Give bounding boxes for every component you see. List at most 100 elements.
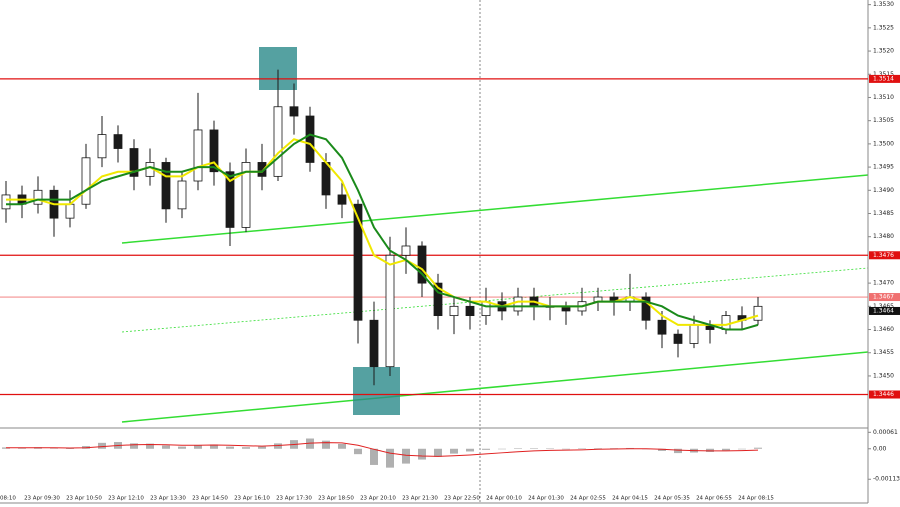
x-tick-label: 23 Apr 16:10: [234, 496, 270, 502]
moving-average: [6, 133, 759, 331]
macd-bar: [674, 448, 682, 454]
y-tick-label: 0.00: [873, 445, 887, 452]
macd-bar: [706, 448, 714, 453]
level-label-box: [869, 251, 900, 260]
macd-bar: [194, 444, 202, 449]
x-tick-label: 24 Apr 02:55: [570, 496, 606, 502]
candle-body: [753, 305, 763, 321]
macd-bar: [450, 448, 458, 454]
x-tick-label: 24 Apr 04:15: [612, 496, 648, 502]
macd-bar: [210, 444, 218, 449]
candle-body: [449, 305, 459, 317]
x-tick-label: 23 Apr 20:10: [360, 496, 396, 502]
macd-bar: [130, 443, 138, 449]
x-tick-label: 24 Apr 05:35: [654, 496, 690, 502]
y-tick-label: 1.3495: [873, 164, 894, 171]
signal-line: [6, 442, 759, 457]
level-label: 1.3446: [873, 391, 894, 398]
candle-body: [177, 180, 187, 210]
macd-bar: [546, 448, 554, 449]
macd-bar: [306, 438, 314, 449]
macd-bar: [226, 446, 234, 449]
x-tick-label: 23 Apr 13:30: [150, 496, 186, 502]
macd-bar: [498, 448, 506, 450]
y-tick-label: -0.00113: [873, 476, 900, 483]
level-label-box: [869, 390, 900, 399]
macd-bar: [418, 448, 426, 460]
x-tick-label: 23 Apr 21:30: [402, 496, 438, 502]
x-tick-label: 23 Apr 09:30: [24, 496, 60, 502]
y-tick-label: 1.3505: [873, 117, 894, 124]
macd-bar: [162, 445, 170, 449]
candle-body: [689, 324, 699, 344]
candle-body: [81, 157, 91, 205]
level-label-box: [869, 74, 900, 83]
macd-bar: [242, 447, 250, 449]
y-tick-label: 1.3515: [873, 71, 894, 78]
candle-body: [417, 245, 427, 284]
candle-body: [113, 134, 123, 149]
level-label: 1.3514: [873, 75, 894, 82]
price-line-box: [869, 293, 900, 302]
candle-body: [433, 282, 443, 317]
candle-body: [657, 319, 667, 335]
macd-bar: [610, 448, 618, 449]
x-tick-label: 08:10: [0, 496, 16, 502]
macd-bar: [338, 443, 346, 449]
x-tick-label: 23 Apr 17:30: [276, 496, 312, 502]
macd-bar: [738, 448, 746, 450]
y-tick-label: 1.3485: [873, 210, 894, 217]
y-tick-label: 1.3460: [873, 326, 894, 333]
macd-bar: [146, 443, 154, 449]
macd-bar: [50, 448, 58, 449]
macd-bar: [530, 448, 538, 449]
macd-bar: [354, 448, 362, 455]
macd-bar: [402, 448, 410, 464]
y-tick-label: 1.3455: [873, 349, 894, 356]
candle-body: [225, 171, 235, 228]
candle-body: [513, 296, 523, 312]
candle-body: [321, 162, 331, 196]
candle-body: [401, 245, 411, 256]
macd-bar: [98, 442, 106, 449]
highlight-box: [353, 367, 400, 415]
candle-body: [1, 194, 11, 210]
macd-bar: [658, 448, 666, 451]
candle-body: [273, 106, 283, 177]
y-tick-label: 1.3530: [873, 1, 894, 8]
candle-body: [641, 296, 651, 321]
macd-bar: [66, 448, 74, 449]
candle-body: [129, 148, 139, 177]
macd-bar: [578, 448, 586, 449]
current-price-label: 1.3464: [873, 307, 894, 314]
macd-bar: [722, 448, 730, 451]
macd-bar: [482, 448, 490, 450]
candle-body: [33, 189, 43, 205]
candle-body: [369, 319, 379, 368]
y-tick-label: 1.3510: [873, 94, 894, 101]
y-tick-label: 1.3480: [873, 233, 894, 240]
y-tick-label: 1.3470: [873, 280, 894, 287]
y-tick-label: 1.3500: [873, 140, 894, 147]
candle-body: [289, 106, 299, 117]
candle-body: [305, 115, 315, 163]
candle-body: [193, 129, 203, 182]
macd-bar: [178, 446, 186, 449]
candle-body: [241, 162, 251, 228]
macd-bar: [370, 448, 378, 465]
candle-body: [673, 333, 683, 344]
level-label: 1.3476: [873, 252, 894, 259]
macd-bar: [322, 440, 330, 449]
x-tick-label: 23 Apr 10:50: [66, 496, 102, 502]
macd-bar: [274, 443, 282, 449]
macd-bar: [466, 448, 474, 452]
x-tick-label: 24 Apr 08:15: [738, 496, 774, 502]
macd-bar: [562, 448, 570, 450]
trend-line: [121, 267, 869, 333]
y-tick-label: 0.00061: [873, 429, 898, 436]
x-tick-label: 23 Apr 18:50: [318, 496, 354, 502]
trend-line: [121, 351, 869, 423]
macd-bar: [754, 447, 762, 449]
macd-bar: [386, 448, 394, 468]
